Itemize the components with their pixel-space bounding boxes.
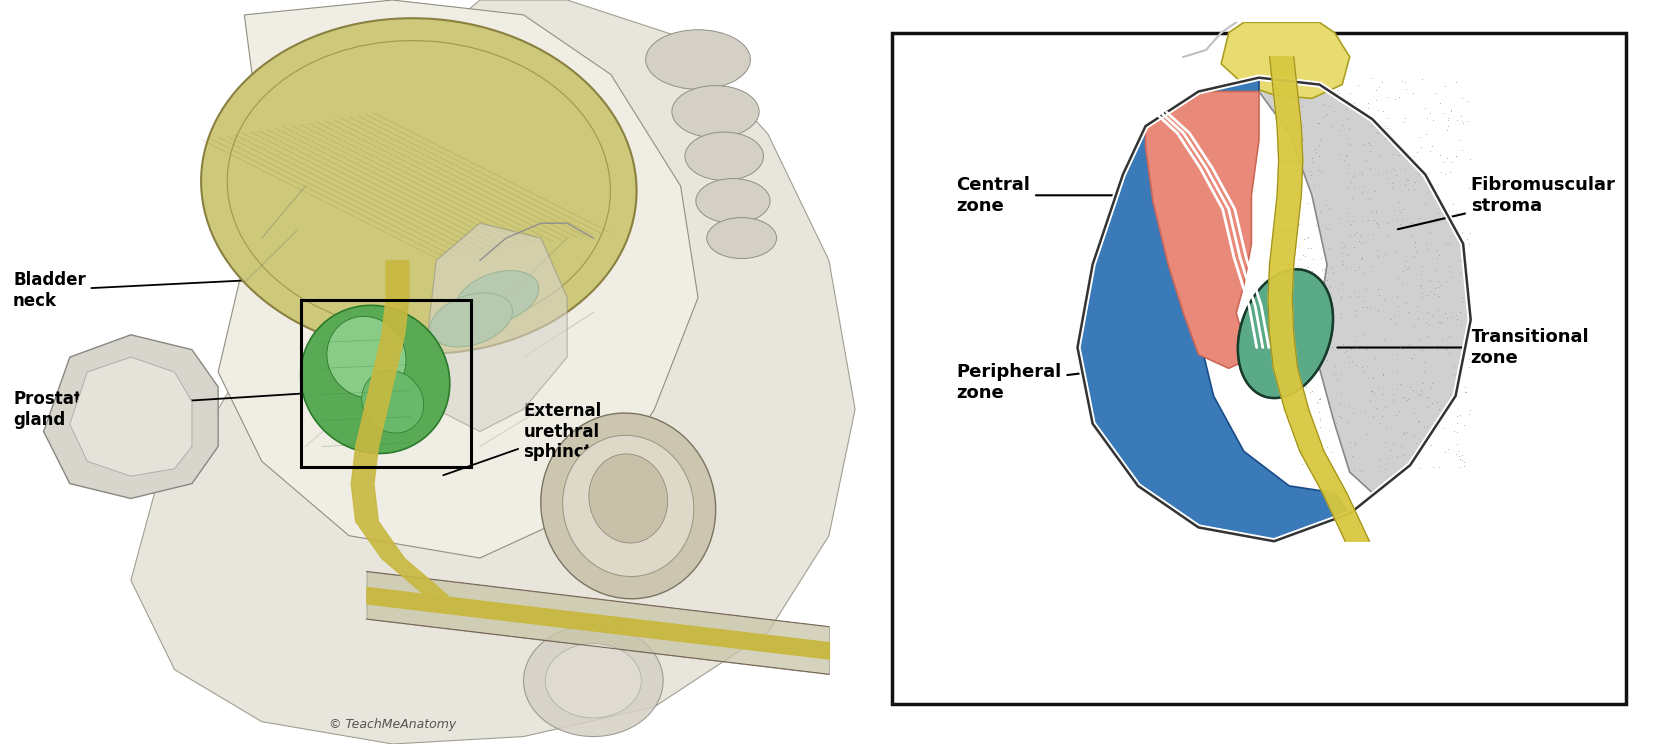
Ellipse shape (362, 371, 424, 433)
Ellipse shape (696, 179, 770, 223)
Polygon shape (1268, 299, 1293, 333)
Ellipse shape (545, 644, 642, 718)
Text: Bladder
neck: Bladder neck (13, 271, 346, 310)
Polygon shape (1276, 126, 1303, 161)
Ellipse shape (430, 293, 512, 347)
Text: Peripheral
zone: Peripheral zone (957, 363, 1120, 402)
Ellipse shape (455, 271, 538, 324)
Ellipse shape (588, 454, 668, 543)
Polygon shape (1268, 264, 1293, 299)
Text: Central
zone: Central zone (957, 176, 1195, 215)
Polygon shape (1270, 333, 1298, 368)
Text: Fibromuscular
stroma: Fibromuscular stroma (1398, 176, 1615, 229)
Text: Prostate
gland: Prostate gland (13, 390, 346, 429)
Polygon shape (427, 223, 567, 432)
Polygon shape (43, 335, 218, 498)
Ellipse shape (1238, 269, 1333, 398)
Bar (301, 300, 472, 467)
Ellipse shape (201, 18, 637, 354)
Ellipse shape (301, 305, 450, 454)
Ellipse shape (540, 413, 716, 599)
Polygon shape (1270, 57, 1298, 92)
Polygon shape (1323, 493, 1369, 542)
Ellipse shape (685, 132, 763, 180)
Ellipse shape (647, 30, 751, 89)
Polygon shape (1260, 77, 1471, 493)
Ellipse shape (327, 316, 406, 398)
Text: © TeachMeAnatomy: © TeachMeAnatomy (329, 718, 457, 731)
Ellipse shape (706, 217, 776, 258)
Polygon shape (1077, 77, 1350, 542)
Polygon shape (1273, 195, 1301, 230)
Polygon shape (218, 0, 698, 558)
Ellipse shape (524, 625, 663, 737)
Ellipse shape (671, 86, 760, 138)
Polygon shape (1273, 368, 1310, 410)
Text: External
urethral
sphincter: External urethral sphincter (444, 402, 612, 475)
Polygon shape (1222, 22, 1350, 98)
Polygon shape (131, 0, 856, 744)
Ellipse shape (563, 435, 693, 577)
Polygon shape (1276, 161, 1303, 195)
Polygon shape (1270, 230, 1298, 264)
Polygon shape (1273, 92, 1301, 126)
Text: Transitional
zone: Transitional zone (1338, 328, 1589, 367)
Polygon shape (1300, 452, 1346, 493)
Polygon shape (70, 357, 193, 476)
Polygon shape (1285, 410, 1325, 452)
Polygon shape (1145, 92, 1260, 368)
